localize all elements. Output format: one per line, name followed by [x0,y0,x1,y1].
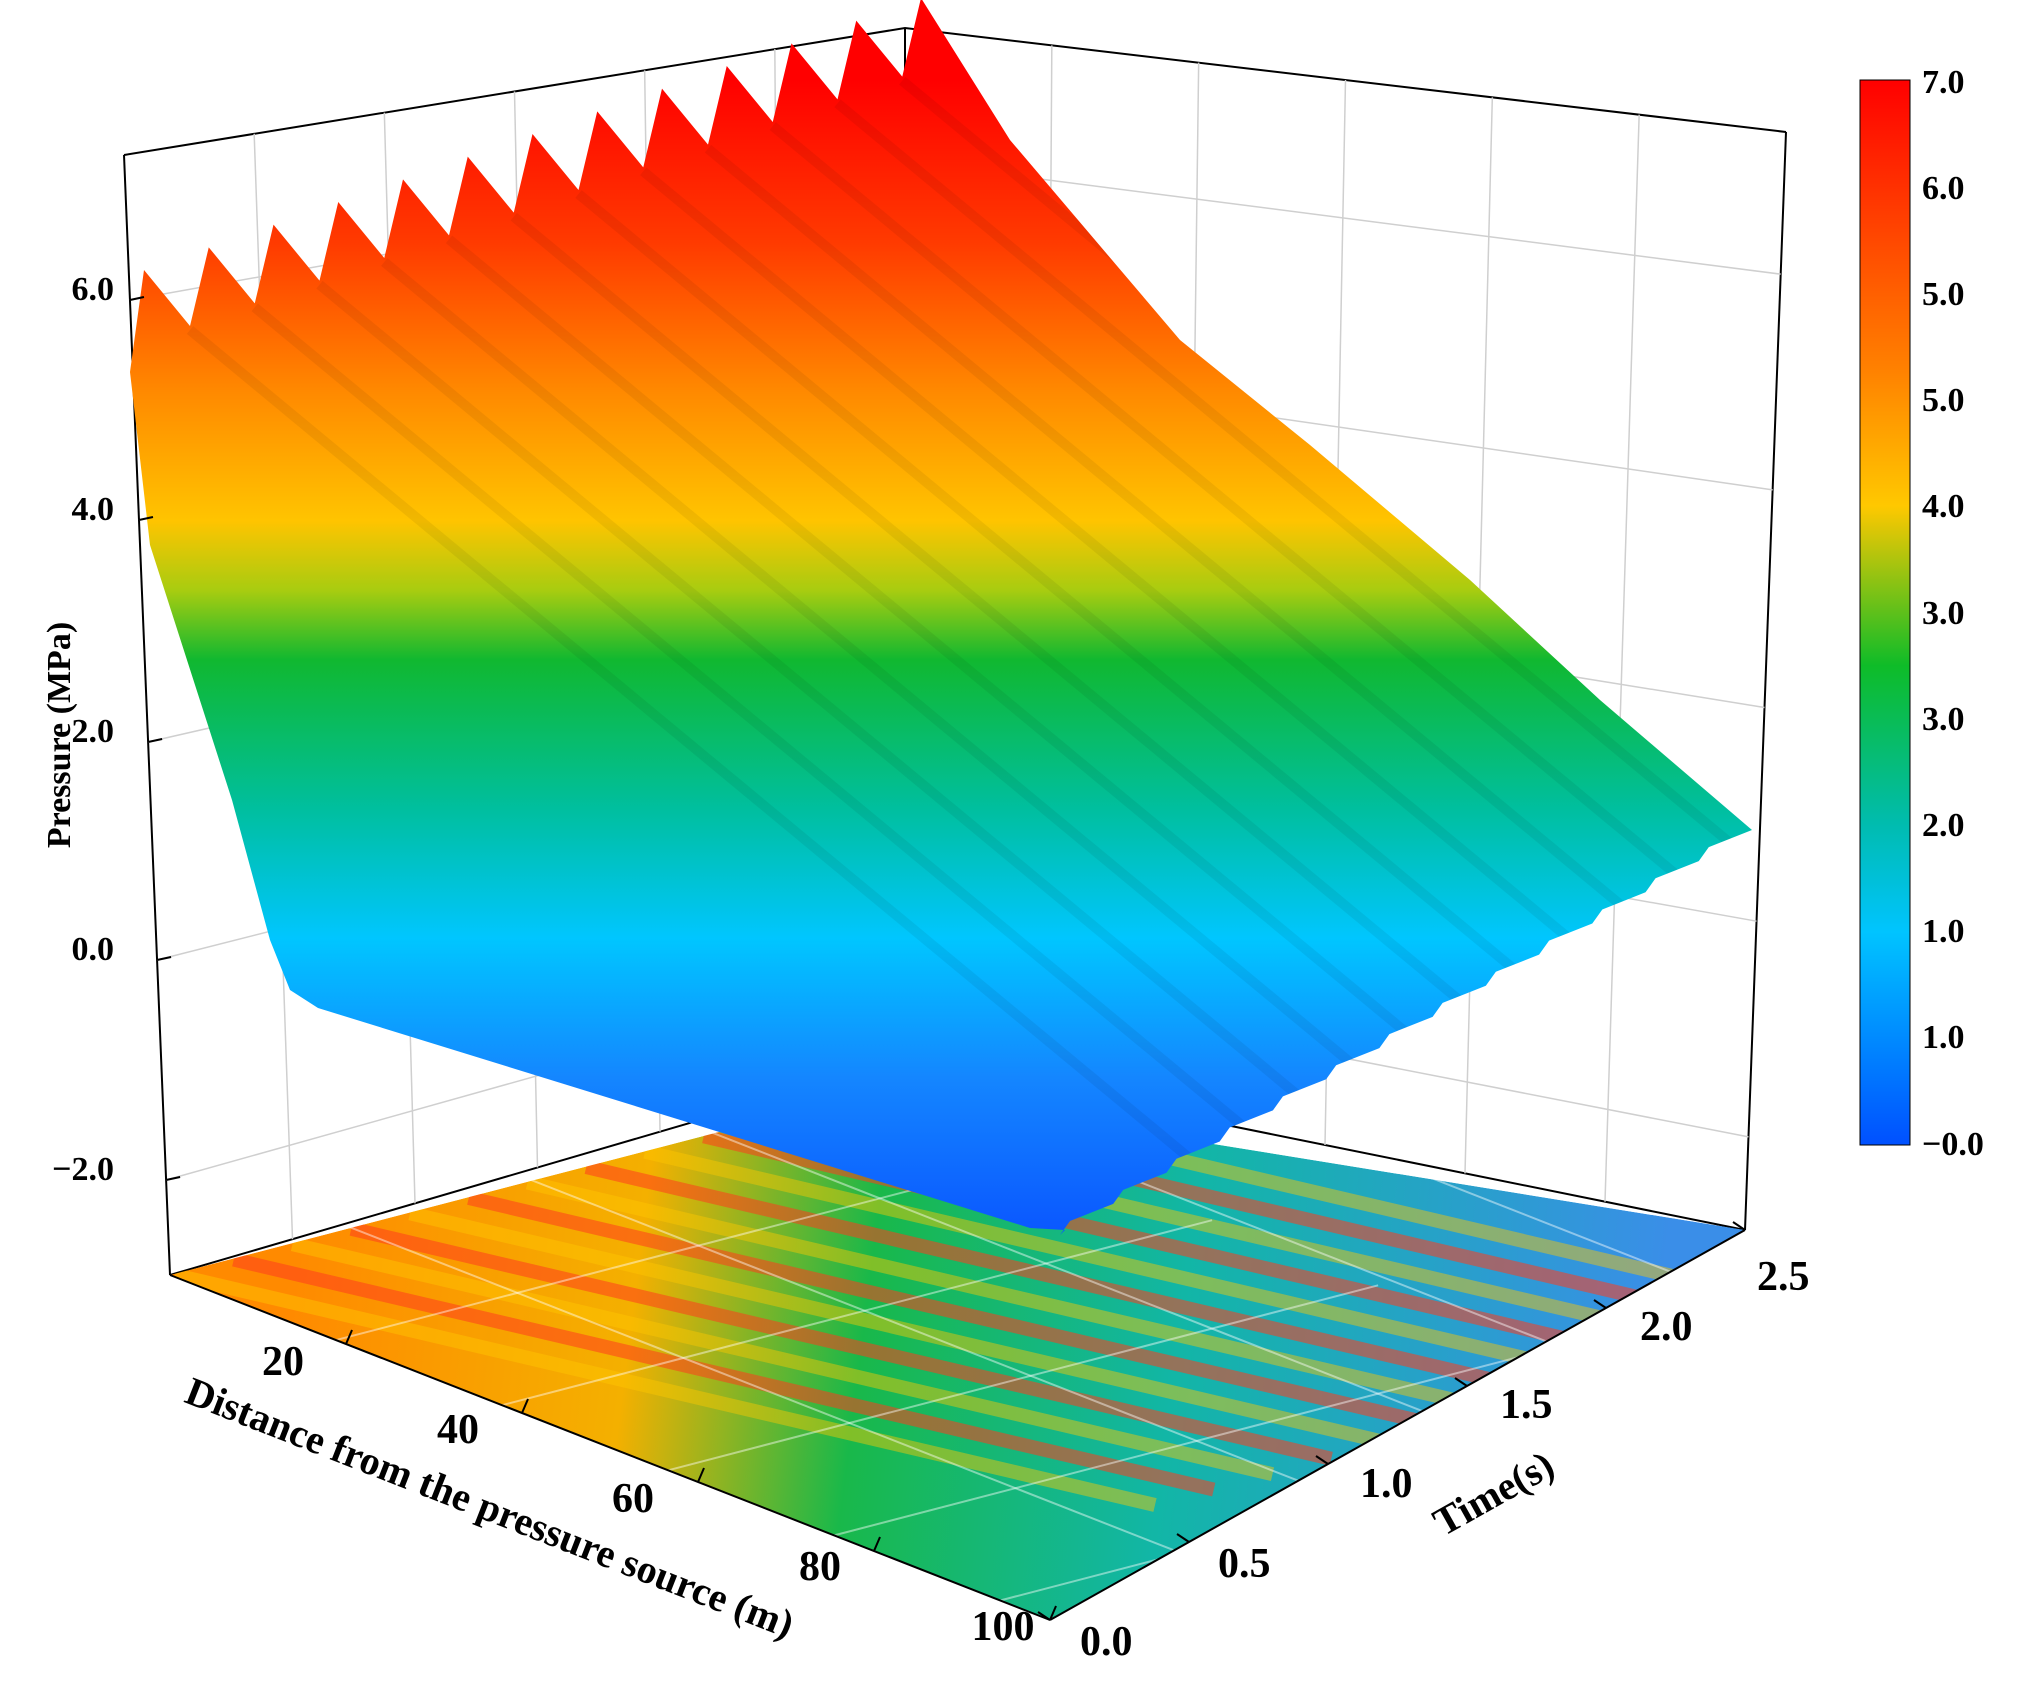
floor-stripe [290,1237,1275,1481]
colorbar-label: 4.0 [1922,488,1965,525]
x-tick-label: 80 [799,1544,841,1590]
y-tick-label: 2.0 [1640,1304,1693,1350]
surface-ridge [704,144,1752,1023]
colorbar: 7.0 6.0 5.0 5.0 4.0 3.0 3.0 2.0 1.0 1.0 … [1859,64,1984,1163]
floor-stripe [643,1144,1627,1389]
colorbar-label: 5.0 [1922,382,1965,419]
y-tick [1176,1533,1190,1543]
y-tick [1593,1299,1607,1309]
surface-ridge [769,122,1752,1000]
floor-stripe [408,1206,1392,1451]
y-tick [1315,1455,1329,1465]
x-tick-label: 40 [437,1407,479,1453]
floor-stripe [173,1268,1157,1512]
colorbar-label: 2.0 [1922,807,1965,844]
colorbar-label: 3.0 [1922,595,1965,632]
colorbar-label: 1.0 [1922,1019,1965,1056]
surface-ridge [445,235,1503,1114]
z-tick [138,516,154,521]
floor-grid-line [501,1219,1213,1407]
floor-stripe [525,1175,1510,1420]
z-tick [156,956,172,961]
z-tick [147,738,163,743]
z-tick-label: 6.0 [72,271,115,308]
floor-stripe [584,1160,1568,1404]
surface-ridge [316,280,1373,1159]
z-tick [129,296,145,301]
floor-stripe [232,1252,1216,1497]
y-tick [1037,1611,1051,1621]
z-tick [165,1176,181,1181]
surface-ridge [640,167,1697,1046]
axis-ticks [129,296,1746,1621]
colorbar-gradient [1859,79,1911,1146]
z-axis: −2.0 0.0 2.0 4.0 6.0 [52,271,114,1188]
z-axis-label: Pressure (MPa) [41,622,78,848]
floor-stripe [467,1191,1451,1435]
y-tick-label: 0.0 [1080,1619,1133,1665]
grid-line [904,160,1781,275]
y-tick-label: 2.5 [1757,1254,1810,1300]
y-axis-label: Time(s) [1426,1442,1562,1545]
x-tick-label: 100 [972,1604,1035,1650]
floor-grid-line [417,1134,1299,1482]
colorbar-label: −0.0 [1922,1126,1984,1163]
x-tick [697,1467,705,1483]
colorbar-label: 5.0 [1922,276,1965,313]
x-tick [521,1398,529,1414]
z-tick-label: 4.0 [72,491,115,528]
x-tick [873,1536,881,1552]
x-tick-label: 20 [262,1339,304,1385]
x-axis: 20 40 60 80 100 [262,1339,1035,1650]
surface-ridge [834,99,1752,978]
floor-stripe [349,1221,1333,1466]
x-tick [1049,1605,1057,1621]
floor-grid-line [833,1349,1545,1537]
y-tick-label: 0.5 [1218,1541,1271,1587]
y-tick-label: 1.0 [1360,1461,1413,1507]
surface-ridge [510,212,1567,1091]
surface-ridge [251,303,1308,1182]
front-axes [169,1229,1746,1621]
surface-ridge [575,190,1632,1068]
x-tick-label: 60 [612,1476,654,1522]
colorbar-label: 1.0 [1922,913,1965,950]
surface-ridge [381,258,1438,1136]
colorbar-label: 6.0 [1922,170,1965,207]
x-tick [345,1329,353,1345]
y-tick [1454,1377,1468,1387]
colorbar-label: 7.0 [1922,64,1965,101]
grid-line [1604,114,1640,1202]
z-tick-label: 0.0 [72,931,115,968]
z-tick-label: −2.0 [52,1151,114,1188]
surface-ridge [186,326,1244,1204]
colorbar-label: 3.0 [1922,701,1965,738]
floor-grid-line [667,1284,1379,1472]
floor-grid-line [293,1204,1175,1552]
y-tick-label: 1.5 [1500,1382,1553,1428]
y-axis: 0.0 0.5 1.0 1.5 2.0 2.5 [1080,1254,1810,1665]
pressure-surface [130,0,1752,1235]
z-tick-label: 2.0 [72,713,115,750]
y-tick [1732,1221,1746,1231]
